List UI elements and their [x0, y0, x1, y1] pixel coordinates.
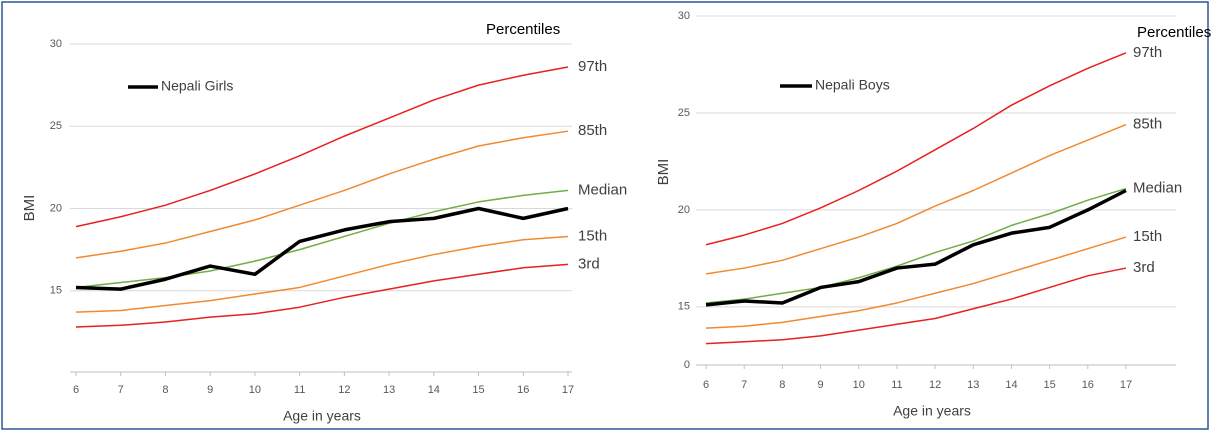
x-tick-label: 8 — [162, 384, 168, 396]
series-line — [705, 188, 1127, 307]
line-end-label: 15th — [578, 227, 607, 244]
x-tick-label: 15 — [472, 384, 484, 396]
x-tick-label: 10 — [249, 384, 261, 396]
x-tick-label: 8 — [779, 379, 785, 391]
x-axis-title: Age in years — [893, 403, 971, 419]
x-tick-label: 13 — [967, 379, 979, 391]
x-tick-label: 17 — [562, 384, 574, 396]
y-tick-label: 20 — [50, 202, 62, 214]
series-line — [705, 187, 1127, 304]
x-tick-label: 10 — [853, 379, 865, 391]
series-line — [705, 267, 1127, 345]
y-tick-label: 20 — [678, 204, 690, 216]
series-line — [75, 263, 569, 328]
line-end-label: 97th — [578, 58, 607, 75]
line-end-label: 85th — [1133, 116, 1162, 133]
line-end-label: 3rd — [578, 255, 600, 272]
series-line — [75, 206, 569, 291]
series-line — [705, 123, 1127, 275]
legend-title: Percentiles — [1137, 24, 1211, 41]
x-tick-label: 16 — [1082, 379, 1094, 391]
legend-label: Nepali Boys — [815, 77, 890, 93]
y-tick-label: 25 — [50, 120, 62, 132]
x-tick-label: 14 — [1005, 379, 1017, 391]
x-tick-label: 16 — [517, 384, 529, 396]
x-tick-label: 15 — [1044, 379, 1056, 391]
x-tick-label: 9 — [207, 384, 213, 396]
line-end-label: 3rd — [1133, 259, 1155, 276]
series-line — [75, 130, 569, 259]
y-axis-title: BMI — [655, 159, 672, 186]
series-line — [75, 235, 569, 313]
legend-label: Nepali Girls — [161, 78, 233, 94]
x-tick-label: 13 — [383, 384, 395, 396]
line-end-label: 85th — [578, 122, 607, 139]
series-line — [705, 236, 1127, 329]
line-end-label: Median — [578, 181, 627, 198]
x-tick-label: 6 — [73, 384, 79, 396]
x-tick-label: 12 — [929, 379, 941, 391]
legend-title: Percentiles — [486, 21, 560, 38]
series-line — [75, 66, 569, 228]
line-end-label: Median — [1133, 180, 1182, 197]
y-tick-label: 25 — [678, 107, 690, 119]
x-tick-label: 12 — [338, 384, 350, 396]
y-axis-title: BMI — [21, 195, 38, 222]
x-tick-label: 7 — [741, 379, 747, 391]
line-end-label: 15th — [1133, 228, 1162, 245]
x-tick-label: 11 — [294, 384, 305, 396]
line-end-label: 97th — [1133, 44, 1162, 61]
y-tick-label: 15 — [678, 301, 690, 313]
x-tick-label: 6 — [703, 379, 709, 391]
x-tick-label: 7 — [118, 384, 124, 396]
series-line — [75, 189, 569, 289]
x-tick-label: 14 — [428, 384, 440, 396]
x-tick-label: 9 — [817, 379, 823, 391]
y-tick-label: 30 — [678, 10, 690, 22]
series-line — [705, 52, 1127, 246]
x-tick-label: 17 — [1120, 379, 1132, 391]
x-axis-title: Age in years — [283, 408, 361, 424]
y-tick-label: 30 — [50, 38, 62, 50]
y-tick-label: 15 — [50, 285, 62, 297]
x-tick-label: 11 — [891, 379, 902, 391]
y-tick-label: 0 — [684, 359, 690, 371]
